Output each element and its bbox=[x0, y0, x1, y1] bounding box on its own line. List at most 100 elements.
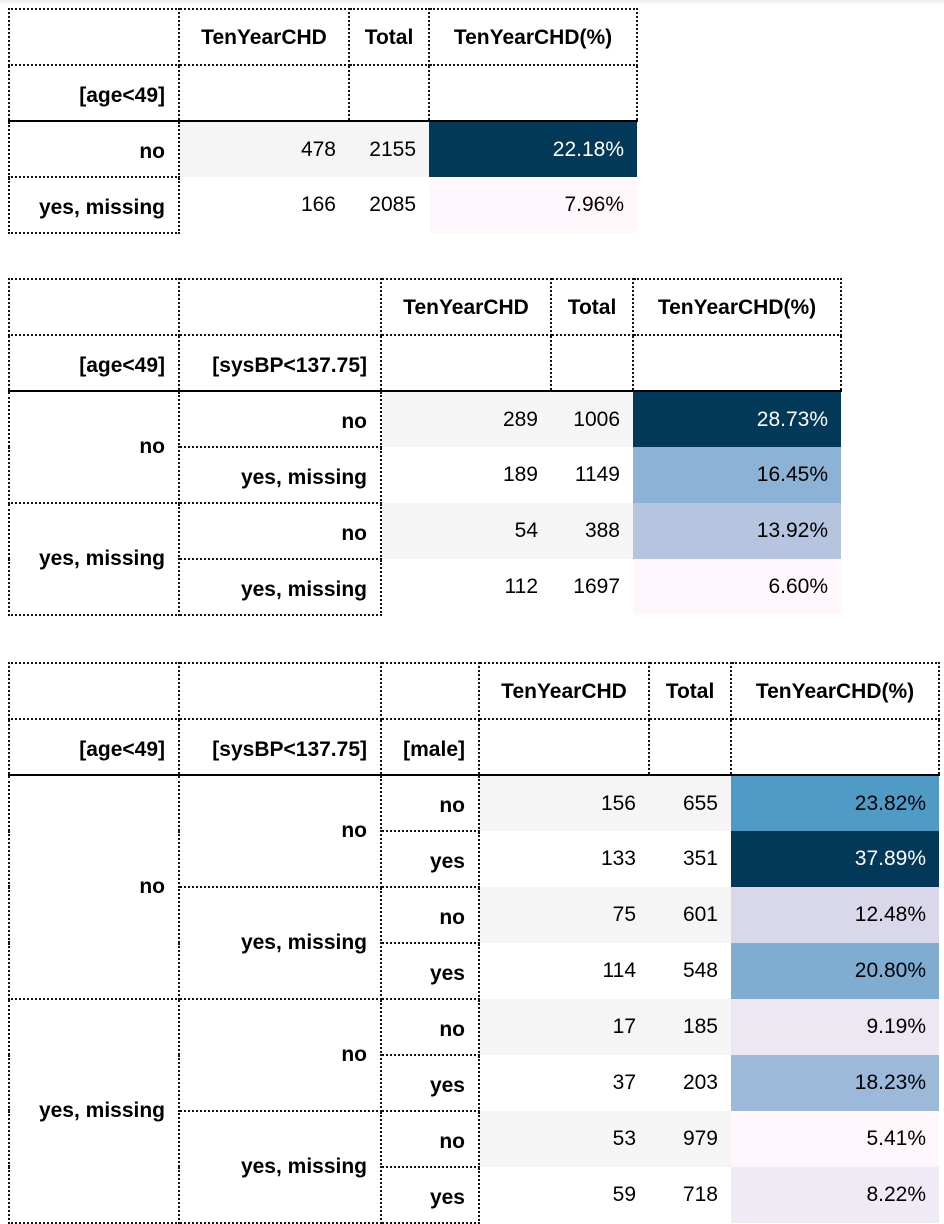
column-header-tenyearchd-pct: TenYearCHD(%) bbox=[730, 662, 940, 720]
row-index-male: no bbox=[380, 1110, 480, 1168]
column-header-tenyearchd: TenYearCHD bbox=[478, 662, 650, 720]
row-index-sysbp: no bbox=[178, 774, 382, 888]
row-index-sysbp: no bbox=[178, 502, 382, 560]
column-header-tenyearchd: TenYearCHD bbox=[178, 8, 350, 66]
cell-tenyearchd-pct: 16.45% bbox=[633, 447, 841, 503]
table-row: no no no 156 655 23.82% bbox=[8, 774, 939, 1000]
table-row: yes, missing 112 1697 6.60% bbox=[9, 558, 841, 616]
cell-tenyearchd-pct: 8.22% bbox=[731, 1167, 939, 1223]
row-index-male: yes bbox=[380, 830, 480, 888]
column-header-tenyearchd-pct: TenYearCHD(%) bbox=[428, 8, 638, 66]
column-header-row: TenYearCHD Total TenYearCHD(%) bbox=[8, 278, 842, 336]
cell-tenyearchd: 478 bbox=[179, 121, 349, 177]
blank-header-cell bbox=[428, 64, 638, 122]
cell-tenyearchd-pct: 37.89% bbox=[731, 831, 939, 887]
table-row: yes, missing no 54 388 13.92% bbox=[8, 502, 841, 616]
row-index-male: no bbox=[380, 886, 480, 944]
cell-total: 203 bbox=[649, 1055, 731, 1111]
row-index-age: yes, missing bbox=[8, 502, 180, 616]
table-row: yes, missing 166 2085 7.96% bbox=[8, 176, 637, 234]
blank-header-cell bbox=[8, 8, 180, 66]
row-index-sysbp: no bbox=[178, 998, 382, 1112]
blank-header-cell bbox=[380, 662, 480, 720]
row-index-age: no bbox=[8, 774, 180, 1000]
table-row: yes, missing no 53 979 5.41% bbox=[9, 1110, 939, 1224]
column-header-row: TenYearCHD Total TenYearCHD(%) bbox=[8, 8, 638, 66]
blank-header-cell bbox=[648, 718, 732, 776]
column-header-total: Total bbox=[648, 662, 732, 720]
cell-tenyearchd: 114 bbox=[479, 943, 649, 999]
blank-header-cell bbox=[478, 718, 650, 776]
index-name-sysbp: [sysBP<137.75] bbox=[178, 334, 382, 392]
cell-total: 655 bbox=[649, 775, 731, 831]
column-header-row: TenYearCHD Total TenYearCHD(%) bbox=[8, 662, 940, 720]
row-index-male: yes bbox=[380, 1166, 480, 1224]
cell-tenyearchd-pct: 23.82% bbox=[731, 775, 939, 831]
cell-tenyearchd: 156 bbox=[479, 775, 649, 831]
cell-tenyearchd-pct: 20.80% bbox=[731, 943, 939, 999]
row-index-age: yes, missing bbox=[8, 998, 180, 1224]
row-index-sysbp: yes, missing bbox=[178, 446, 382, 504]
index-name-row: [age<49] [sysBP<137.75] [male] bbox=[8, 718, 940, 776]
cell-tenyearchd: 37 bbox=[479, 1055, 649, 1111]
cell-total: 548 bbox=[649, 943, 731, 999]
cell-tenyearchd: 53 bbox=[479, 1111, 649, 1167]
table-row: no 478 2155 22.18% bbox=[8, 120, 637, 178]
table-row: yes, missing no 75 601 12.48% bbox=[9, 886, 939, 1000]
index-name-age: [age<49] bbox=[8, 64, 180, 122]
cell-tenyearchd-pct: 6.60% bbox=[633, 559, 841, 615]
cell-total: 388 bbox=[551, 503, 633, 559]
cell-tenyearchd-pct: 22.18% bbox=[429, 121, 637, 177]
cell-tenyearchd-pct: 13.92% bbox=[633, 503, 841, 559]
index-name-row: [age<49] [sysBP<137.75] bbox=[8, 334, 842, 392]
blank-header-cell bbox=[8, 278, 180, 336]
index-name-age: [age<49] bbox=[8, 334, 180, 392]
row-index-age: no bbox=[8, 390, 180, 504]
table-row: no no 289 1006 28.73% bbox=[8, 390, 841, 504]
blank-header-cell bbox=[178, 64, 350, 122]
blank-header-cell bbox=[380, 334, 552, 392]
cell-tenyearchd-pct: 5.41% bbox=[731, 1111, 939, 1167]
blank-header-cell bbox=[178, 278, 382, 336]
row-index-sysbp: yes, missing bbox=[178, 558, 382, 616]
blank-header-cell bbox=[8, 662, 180, 720]
row-index-sysbp: yes, missing bbox=[178, 886, 382, 1000]
table-age-sysbp-male: TenYearCHD Total TenYearCHD(%) [age<49] … bbox=[8, 662, 940, 1224]
cell-total: 718 bbox=[649, 1167, 731, 1223]
blank-header-cell bbox=[348, 64, 430, 122]
cell-total: 2155 bbox=[349, 121, 429, 177]
cell-tenyearchd: 133 bbox=[479, 831, 649, 887]
cell-tenyearchd: 54 bbox=[381, 503, 551, 559]
cell-total: 2085 bbox=[349, 177, 429, 233]
table-row: yes, missing no no 17 185 9.19% bbox=[8, 998, 939, 1224]
column-header-tenyearchd: TenYearCHD bbox=[380, 278, 552, 336]
index-name-age: [age<49] bbox=[8, 718, 180, 776]
cell-tenyearchd-pct: 9.19% bbox=[731, 999, 939, 1055]
cell-total: 601 bbox=[649, 887, 731, 943]
cell-total: 185 bbox=[649, 999, 731, 1055]
table-row: yes 133 351 37.89% bbox=[9, 830, 939, 888]
index-name-male: [male] bbox=[380, 718, 480, 776]
blank-header-cell bbox=[632, 334, 842, 392]
cell-total: 1006 bbox=[551, 391, 633, 447]
cell-total: 979 bbox=[649, 1111, 731, 1167]
row-index-sysbp: yes, missing bbox=[178, 1110, 382, 1224]
blank-header-cell bbox=[550, 334, 634, 392]
cell-tenyearchd: 75 bbox=[479, 887, 649, 943]
row-index-age: no bbox=[8, 120, 180, 178]
row-index-age: yes, missing bbox=[8, 176, 180, 234]
index-name-row: [age<49] bbox=[8, 64, 638, 122]
cell-tenyearchd-pct: 7.96% bbox=[429, 177, 637, 233]
cell-total: 1697 bbox=[551, 559, 633, 615]
column-header-total: Total bbox=[550, 278, 634, 336]
cell-tenyearchd: 17 bbox=[479, 999, 649, 1055]
table-row: yes 37 203 18.23% bbox=[9, 1054, 939, 1112]
cell-tenyearchd: 112 bbox=[381, 559, 551, 615]
cell-tenyearchd: 59 bbox=[479, 1167, 649, 1223]
row-index-male: no bbox=[380, 774, 480, 832]
cell-tenyearchd-pct: 18.23% bbox=[731, 1055, 939, 1111]
cell-total: 1149 bbox=[551, 447, 633, 503]
row-index-male: yes bbox=[380, 942, 480, 1000]
cell-tenyearchd: 166 bbox=[179, 177, 349, 233]
table-row: yes 114 548 20.80% bbox=[9, 942, 939, 1000]
